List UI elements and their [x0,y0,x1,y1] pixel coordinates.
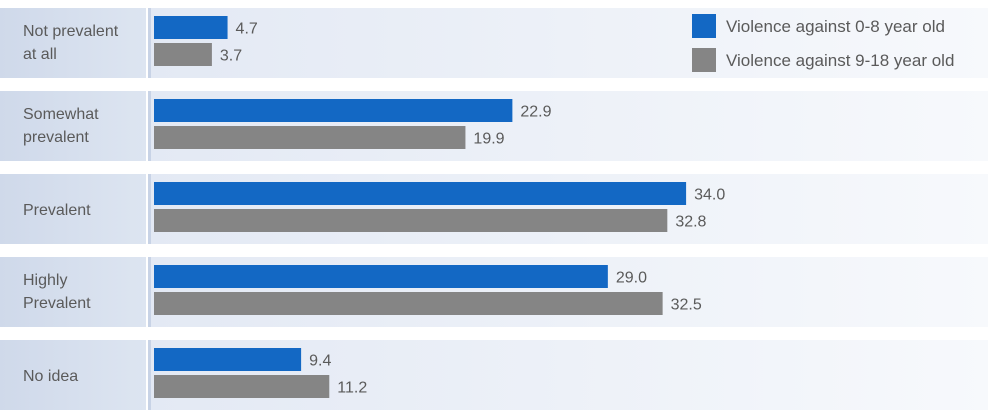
data-label: 4.7 [236,21,258,38]
category-divider [148,174,151,244]
category-divider [148,8,151,78]
category-label: Prevalent [23,202,91,219]
category-band-label-bg [0,340,146,410]
legend-swatch [692,48,716,72]
category-band-label-bg [0,257,146,327]
category-label: No idea [23,368,78,385]
data-label: 3.7 [220,48,242,65]
bar-age-9-18 [154,43,212,66]
bar-age-0-8 [154,265,608,288]
labels: Not prevalent at all 4.7 3.7 Somewhat prevale… [23,21,725,397]
bar-age-9-18 [154,292,663,315]
category-band-label-bg [0,91,146,161]
data-label: 11.2 [337,380,367,397]
legend-swatch [692,14,716,38]
category-label: Not prevalent [23,23,119,40]
category-label: Highly [23,272,67,289]
bar-age-9-18 [154,126,466,149]
data-label: 32.5 [671,297,702,314]
data-label: 9.4 [309,353,331,370]
category-band-label-bg [0,174,146,244]
bar-age-9-18 [154,375,330,398]
bar-age-0-8 [154,16,228,39]
bar-age-0-8 [154,348,302,371]
category-label: at all [23,46,57,63]
data-label: 32.8 [675,214,706,231]
category-divider [148,257,151,327]
category-band-label-bg [0,8,146,78]
data-label: 22.9 [520,104,551,121]
legend: Violence against 0-8 year old Violence ag… [692,14,954,72]
category-label: Somewhat [23,106,99,123]
bars [154,16,687,398]
data-label: 29.0 [616,270,647,287]
category-divider [148,91,151,161]
category-divider [148,340,151,410]
data-label: 34.0 [694,187,725,204]
legend-label: Violence against 9-18 year old [726,51,954,70]
legend-label: Violence against 0-8 year old [726,17,945,36]
category-label: prevalent [23,129,89,146]
category-label: Prevalent [23,295,91,312]
data-label: 19.9 [473,131,504,148]
bar-age-0-8 [154,182,687,205]
bar-age-9-18 [154,209,668,232]
bar-age-0-8 [154,99,513,122]
category-band [151,8,988,78]
